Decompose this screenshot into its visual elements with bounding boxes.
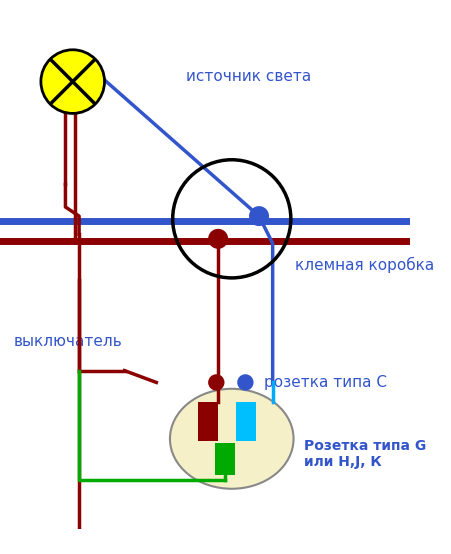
Circle shape [249, 206, 269, 226]
Circle shape [208, 375, 225, 391]
Text: выключатель: выключатель [14, 334, 122, 349]
Bar [236, 402, 256, 440]
Ellipse shape [170, 389, 294, 489]
Text: клемная коробка: клемная коробка [295, 257, 435, 273]
Bar [198, 402, 218, 440]
Text: розетка типа С: розетка типа С [263, 375, 387, 390]
Text: Розетка типа G
или Н,J, К: Розетка типа G или Н,J, К [304, 439, 427, 469]
Circle shape [208, 229, 228, 249]
Circle shape [237, 375, 253, 391]
Circle shape [41, 50, 105, 114]
Bar [216, 443, 235, 475]
Text: источник света: источник света [186, 69, 312, 84]
